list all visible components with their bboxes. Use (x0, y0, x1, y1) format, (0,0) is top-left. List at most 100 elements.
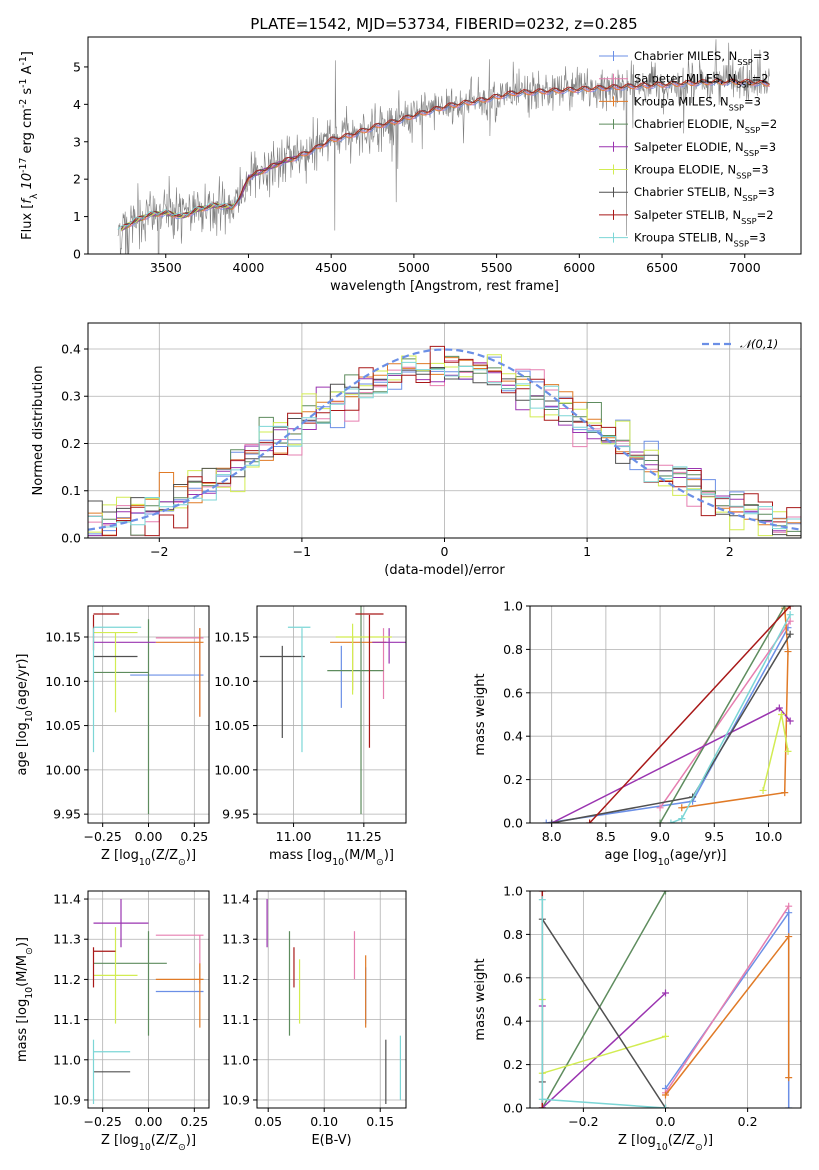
legend: 𝒩(0,1) (702, 337, 778, 351)
series-marker (786, 717, 794, 725)
legend-label: 𝒩(0,1) (740, 337, 778, 351)
y-tick-label: 10.9 (53, 1092, 81, 1107)
errorbars (259, 606, 406, 815)
x-tick-label: 4500 (315, 260, 347, 275)
x-tick-label: −0.25 (84, 829, 122, 844)
y-tick-label: 10.15 (45, 630, 81, 645)
x-tick-label: 8.0 (542, 829, 562, 844)
series-marker (667, 819, 675, 823)
y-tick-label: 0.2 (61, 436, 81, 451)
series-line (762, 714, 789, 791)
y-axis-label: mass [log10(M/M⊙)] (15, 937, 35, 1062)
y-tick-label: 0.6 (503, 970, 523, 985)
y-tick-label: 0.0 (61, 531, 81, 546)
series-line (541, 992, 667, 1108)
x-tick-label: 11.25 (346, 829, 382, 844)
series-line (659, 620, 791, 809)
mw_vs_age-panel: 8.0 8.5 9.0 9.5 10.0 0.0 0.2 0.4 0.6 0.8 1.0 age [l… (473, 599, 802, 868)
series-line (589, 606, 791, 823)
x-tick-label: 0.25 (180, 829, 208, 844)
histogram-line (88, 345, 801, 537)
legend-label: Salpeter STELIB, NSSP=2 (634, 208, 774, 226)
y-tick-label: 10.00 (214, 762, 250, 777)
y-tick-label: 0.8 (503, 927, 523, 942)
series-marker (662, 1032, 669, 1040)
series-marker (784, 747, 792, 755)
y-axis-label: age [log10(age/yr)] (15, 654, 35, 776)
x-tick-label: 5500 (481, 260, 513, 275)
spectrum-panel: 3500 4000 4500 5000 5500 6000 6500 7000 0 1 2 3 4 5 wa… (18, 36, 802, 294)
x-tick-label: 0.00 (135, 1114, 163, 1129)
x-tick-label: 9.0 (650, 829, 670, 844)
x-tick-label: 5000 (398, 260, 430, 275)
spectrum-data-line (117, 39, 770, 254)
x-tick-label: 0.15 (366, 1114, 394, 1129)
x-axis-label: mass [log10(M/M⊙)] (269, 848, 394, 868)
axes-frame (256, 890, 407, 1109)
series-marker (785, 1104, 793, 1108)
series-marker (786, 606, 794, 610)
y-tick-label: 0.6 (503, 685, 523, 700)
y-tick-label: 11.4 (222, 892, 250, 907)
x-axis-label: Z [log10(Z/Z⊙)] (101, 1133, 196, 1153)
series-marker (785, 933, 793, 941)
series-marker (785, 902, 793, 910)
y-tick-label: 11.4 (53, 892, 81, 907)
age_vs_Z-panel: −0.25 0.00 0.25 9.95 10.00 10.05 10.10 10.15 Z [… (15, 605, 210, 868)
series-marker (548, 819, 556, 823)
x-tick-label: −0.25 (84, 1114, 122, 1129)
x-tick-label: 7000 (729, 260, 761, 275)
series-line (546, 627, 789, 823)
series-marker (784, 648, 792, 656)
series-line (541, 891, 667, 1108)
y-tick-label: 1.0 (503, 884, 523, 899)
series-marker (656, 804, 664, 812)
y-tick-label: 11.3 (222, 932, 250, 947)
x-tick-label: 11.00 (276, 829, 312, 844)
series-marker (656, 819, 664, 823)
x-tick-label: 6000 (563, 260, 595, 275)
y-tick-label: 9.95 (222, 807, 250, 822)
y-tick-label: 10.9 (222, 1092, 250, 1107)
x-tick-label: 0.10 (310, 1114, 338, 1129)
series-line (664, 934, 790, 1096)
axes-frame (87, 36, 802, 255)
legend-label: Chabrier STELIB, NSSP=3 (634, 185, 775, 203)
figure-title: PLATE=1542, MJD=53734, FIBERID=0232, z=0… (250, 15, 637, 33)
histograms (88, 345, 801, 537)
axes-frame (529, 605, 802, 824)
series-marker (781, 789, 789, 797)
series-marker (538, 896, 546, 904)
y-tick-label: 11.3 (53, 932, 81, 947)
y-tick-label: 11.2 (53, 972, 81, 987)
mass_vs_ebv-panel: 0.05 0.10 0.15 10.9 11.0 11.1 11.2 11.3 11.4 E(B-… (222, 890, 407, 1148)
x-tick-label: 0.0 (656, 1114, 676, 1129)
series-marker (786, 617, 794, 625)
series-marker (759, 786, 767, 794)
series-marker (781, 606, 789, 610)
series-marker (586, 819, 594, 823)
mw_vs_Z-panel: −0.2 0.0 0.2 0.0 0.2 0.4 0.6 0.8 1.0 Z [log10(Z/Z… (473, 884, 802, 1153)
x-axis-label: age [log10(age/yr)] (605, 848, 727, 868)
axes-frame (256, 605, 407, 824)
series-marker (785, 909, 793, 917)
series-marker (662, 1104, 669, 1108)
y-tick-label: 3 (73, 134, 81, 149)
series-marker (777, 711, 785, 718)
y-tick-label: 0.0 (503, 1101, 523, 1116)
y-tick-label: 0.8 (503, 642, 523, 657)
y-tick-label: 10.10 (45, 674, 81, 689)
plots: 3500 4000 4500 5000 5500 6000 6500 7000 0 1 2 3 4 5 wa… (15, 36, 802, 1153)
y-tick-label: 10.00 (45, 762, 81, 777)
y-tick-label: 0.0 (503, 816, 523, 831)
y-tick-label: 0.4 (503, 729, 523, 744)
legend-label: Kroupa ELODIE, NSSP=3 (634, 163, 769, 181)
y-tick-label: 11.0 (222, 1052, 250, 1067)
x-tick-label: 2 (726, 544, 734, 559)
series-marker (538, 1104, 546, 1108)
y-tick-label: 2 (73, 172, 81, 187)
series-marker (786, 630, 794, 638)
errorbars (266, 899, 401, 1104)
x-axis-label: Z [log10(Z/Z⊙)] (101, 848, 196, 868)
y-tick-label: 0.1 (61, 483, 81, 498)
